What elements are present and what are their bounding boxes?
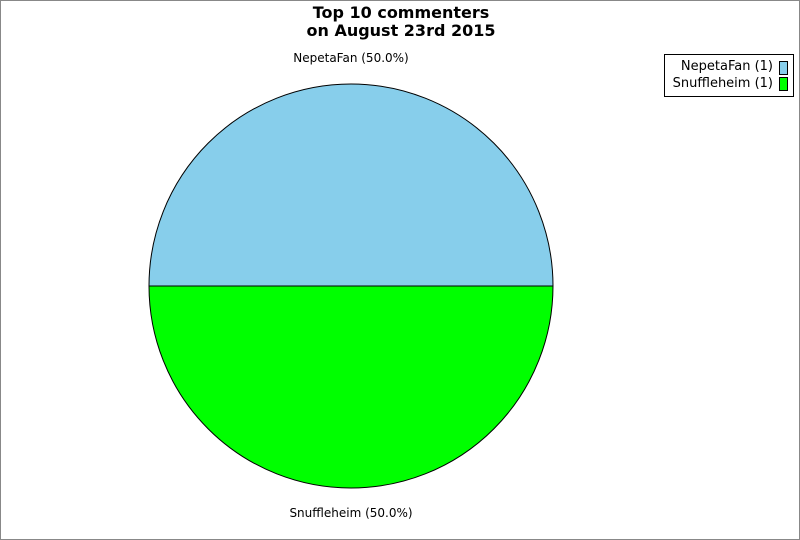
legend-label-nepetafan: NepetaFan (1) [680, 59, 773, 74]
chart-title-line-2: on August 23rd 2015 [306, 21, 496, 40]
pie-slice-nepetafan [148, 83, 554, 287]
legend-label-snuffleheim: Snuffleheim (1) [672, 76, 773, 91]
pie-slice-snuffleheim [148, 285, 554, 489]
legend-swatch-nepetafan [779, 61, 788, 75]
legend: NepetaFan (1) Snuffleheim (1) [664, 54, 794, 97]
legend-swatch-snuffleheim [779, 77, 788, 91]
chart-title-line-1: Top 10 commenters [312, 3, 490, 22]
slice-label-snuffleheim: Snuffleheim (50.0%) [289, 506, 413, 520]
slice-label-nepetafan: NepetaFan (50.0%) [293, 51, 409, 65]
